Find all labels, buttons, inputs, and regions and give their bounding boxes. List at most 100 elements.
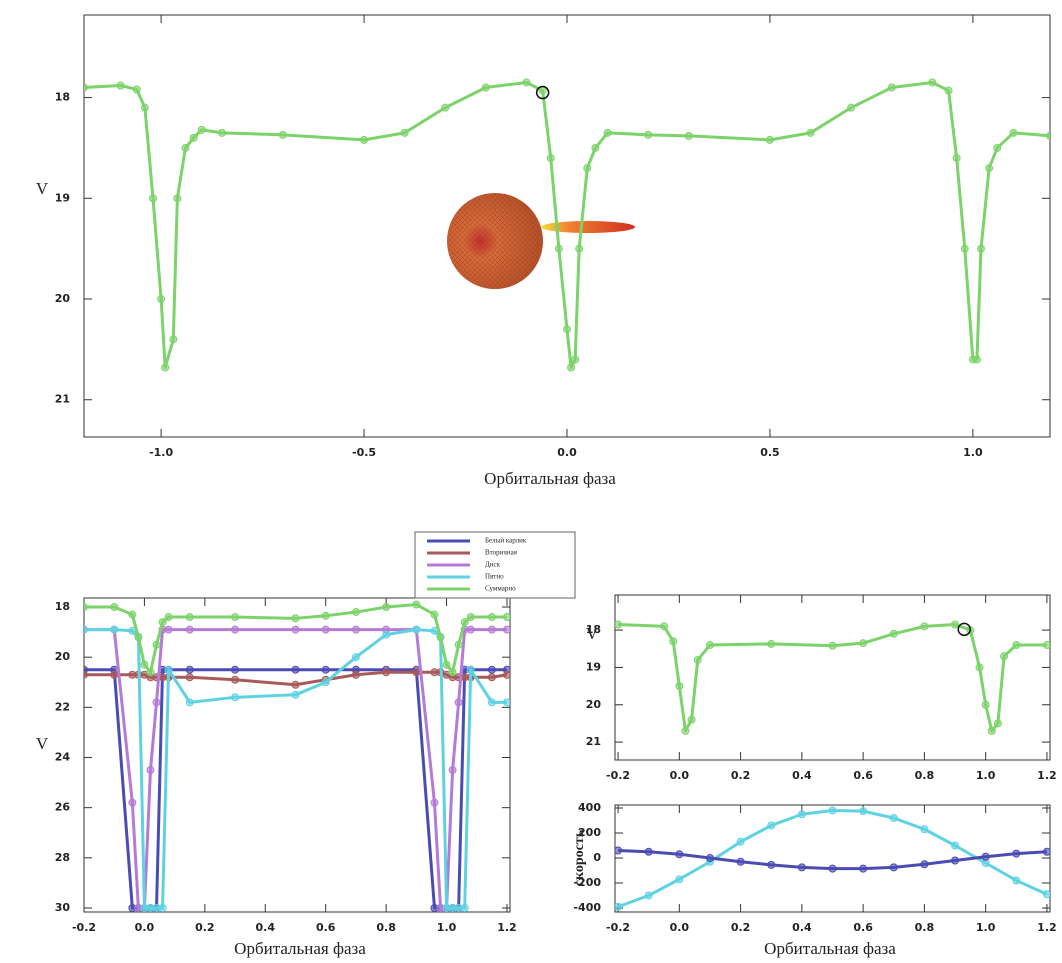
- data-point: [603, 128, 612, 137]
- data-point: [412, 668, 421, 677]
- x-tick-label: 0.2: [195, 921, 215, 934]
- data-point: [441, 103, 450, 112]
- data-point: [360, 135, 369, 144]
- data-point: [889, 814, 898, 822]
- x-tick-label: 0.0: [670, 921, 690, 934]
- data-point: [1042, 890, 1050, 899]
- data-point: [132, 85, 141, 94]
- x-tick-label: -0.2: [72, 921, 96, 934]
- x-tick-label: 0.4: [256, 921, 276, 934]
- x-tick-label: 1.0: [976, 769, 996, 782]
- data-point: [140, 660, 149, 669]
- data-point: [975, 663, 984, 672]
- data-point: [412, 600, 421, 609]
- data-point: [563, 325, 571, 334]
- y-tick-label: 30: [55, 901, 71, 914]
- data-point: [952, 154, 961, 163]
- x-tick-label: 1.0: [963, 446, 983, 459]
- legend-label: Диск: [485, 561, 501, 569]
- data-point: [797, 810, 806, 819]
- data-point: [231, 625, 240, 634]
- data-point: [554, 244, 563, 253]
- x-tick-label: 0.0: [670, 769, 690, 782]
- y-tick-label: 0: [593, 851, 601, 864]
- y-tick-label: 18: [55, 91, 70, 104]
- data-point: [448, 668, 457, 677]
- x-tick-label: 0.8: [915, 921, 935, 934]
- x-tick-label: -0.2: [606, 921, 630, 934]
- x-tick-label: 1.2: [497, 921, 517, 934]
- data-point: [189, 133, 198, 142]
- data-point: [110, 603, 119, 612]
- data-point: [454, 640, 463, 649]
- data-point: [321, 665, 330, 674]
- data-point: [412, 625, 421, 634]
- data-point: [430, 798, 439, 807]
- data-point: [442, 660, 451, 669]
- data-point: [1012, 876, 1021, 885]
- data-point: [859, 639, 868, 648]
- data-point: [675, 850, 684, 859]
- x-tick-label: 0.4: [792, 769, 812, 782]
- y-tick-label: 28: [55, 851, 70, 864]
- data-point: [487, 673, 496, 682]
- data-point: [920, 825, 929, 834]
- data-point: [767, 821, 776, 830]
- data-point: [972, 355, 981, 364]
- data-point: [231, 675, 240, 684]
- data-point: [987, 726, 996, 735]
- data-point: [291, 680, 300, 689]
- data-point: [522, 78, 531, 87]
- data-point: [615, 620, 623, 629]
- data-point: [985, 164, 994, 173]
- x-tick-label: 1.2: [1037, 921, 1057, 934]
- data-point: [828, 641, 837, 650]
- data-point: [460, 618, 469, 627]
- data-point: [977, 244, 985, 253]
- data-point: [546, 154, 555, 163]
- data-point: [466, 625, 475, 634]
- y-tick-label: 22: [55, 700, 70, 713]
- data-point: [382, 630, 391, 639]
- data-point: [158, 903, 167, 912]
- data-point: [400, 128, 409, 137]
- data-point: [128, 798, 137, 807]
- y-tick-label: 26: [55, 801, 71, 814]
- data-point: [859, 807, 868, 816]
- data-point: [615, 846, 623, 855]
- x-tick-label: 1.0: [976, 921, 996, 934]
- data-point: [84, 670, 88, 679]
- data-point: [351, 608, 360, 617]
- x-tick-label: 0.8: [915, 769, 935, 782]
- data-point: [889, 629, 898, 638]
- data-point: [736, 837, 745, 846]
- y-tick-label: 21: [55, 393, 70, 406]
- x-tick-label: 0.2: [731, 769, 751, 782]
- data-point: [140, 103, 149, 112]
- x-tick-label: -1.0: [149, 446, 173, 459]
- data-point: [152, 698, 161, 707]
- data-point: [454, 698, 463, 707]
- data-point: [430, 610, 439, 619]
- data-point: [993, 719, 1002, 728]
- plot-area: [84, 600, 510, 912]
- data-point: [84, 625, 88, 634]
- data-point: [218, 128, 226, 137]
- y-tick-label: 20: [586, 698, 602, 711]
- x-tick-label: 0.6: [853, 769, 873, 782]
- data-point: [169, 335, 178, 344]
- data-point: [164, 613, 173, 622]
- y-tick-label: 24: [55, 751, 71, 764]
- data-point: [847, 103, 856, 112]
- data-point: [1000, 652, 1009, 661]
- data-point: [765, 135, 774, 144]
- data-point: [797, 863, 806, 872]
- legend-label: Белый карлик: [485, 537, 527, 545]
- data-point: [134, 633, 143, 642]
- plot-area: [615, 806, 1050, 911]
- y-tick-label: 200: [578, 826, 601, 839]
- data-point: [185, 673, 194, 682]
- x-tick-label: 0.6: [316, 921, 336, 934]
- y-tick-label: 20: [55, 650, 71, 663]
- data-point: [693, 655, 702, 664]
